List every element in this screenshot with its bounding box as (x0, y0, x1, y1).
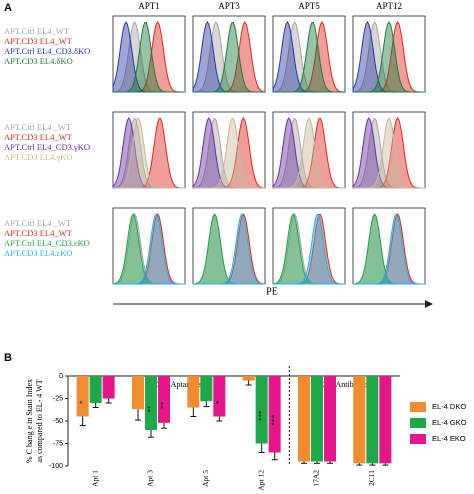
histogram-curve (113, 118, 185, 189)
histogram-curve (273, 22, 345, 93)
column-header: APT3 (218, 1, 240, 11)
histogram-curve (353, 117, 425, 189)
bar (76, 376, 89, 417)
significance: ** (160, 401, 168, 409)
group-label: CD3Aptamers (156, 380, 202, 389)
bar (311, 376, 323, 462)
legend-swatch (410, 402, 426, 412)
bar (268, 376, 281, 453)
bar (187, 376, 200, 408)
legend-entry: APT.CD3 EL4_WT (4, 228, 73, 238)
histogram-curve (113, 213, 185, 285)
bar (324, 376, 336, 462)
y-axis-label: % C hang e in Stain Index (25, 379, 34, 463)
column-header: APT1 (138, 1, 160, 11)
axis-label: PE (266, 286, 278, 297)
histogram-curve (193, 22, 265, 93)
bar (213, 376, 226, 417)
legend-entry: APT.Ctrl EL4 _WT (4, 218, 72, 228)
y-tick-label: -75 (53, 440, 63, 447)
bar (242, 376, 255, 381)
legend-entry: APT.Ctrl EL4_CD3.εKO (4, 238, 90, 248)
significance: * (215, 400, 223, 404)
significance: *** (270, 415, 278, 426)
bar (89, 376, 102, 403)
y-tick-label: 0 (59, 373, 63, 380)
histogram-curve (273, 117, 345, 189)
bar (200, 376, 213, 402)
bar (379, 376, 392, 464)
bar (353, 376, 366, 464)
legend-label: EL-4 EKO (432, 434, 466, 443)
x-tick-label: Apt 12 (256, 470, 265, 491)
legend-entry: APT.CD3 EL4_WT (4, 36, 73, 46)
bar (255, 376, 268, 444)
panel-label: A (4, 2, 12, 14)
column-header: APT12 (376, 1, 402, 11)
legend-label: EL-4 DKO (432, 402, 466, 411)
significance: ** (147, 405, 155, 413)
histogram-curve (113, 22, 185, 93)
bar (102, 376, 115, 399)
legend-entry: APT.CD3 EL4.γKO (4, 152, 73, 162)
legend-entry: APT.Ctrl EL4 _WT (4, 122, 72, 132)
legend-entry: APT.Ctrl EL4_CD3.δKO (4, 46, 90, 56)
significance: * (78, 400, 86, 404)
legend-swatch (410, 418, 426, 428)
x-tick-label: Apt 1 (90, 470, 99, 487)
legend-entry: APT.Ctrl EL4_WT (4, 26, 70, 36)
legend-entry: APT.Ctrl EL4_CD3.γKO (4, 142, 90, 152)
bar (145, 376, 157, 430)
x-tick-label: 17A2 (312, 470, 321, 487)
y-tick-label: -100 (49, 463, 63, 470)
histogram-curve (273, 213, 345, 285)
bar (366, 376, 379, 464)
significance: *** (257, 410, 265, 421)
legend-label: EL-4 GKO (432, 418, 467, 427)
histogram-curve (353, 21, 425, 93)
group-label: CD3 Antibodies (319, 380, 371, 389)
legend-entry: APT.CD3 EL4.εKO (4, 248, 72, 258)
legend-swatch (410, 434, 426, 444)
legend-entry: APT.CD3 EL4_WT (4, 132, 73, 142)
x-tick-label: 2C11 (367, 470, 376, 486)
bar (132, 376, 144, 410)
histogram-curve (353, 213, 425, 285)
bar (298, 376, 310, 462)
x-tick-label: Apt 3 (146, 470, 155, 487)
column-header: APT5 (298, 1, 320, 11)
x-tick-label: Apt 5 (201, 470, 210, 487)
bar (158, 376, 170, 423)
histogram-curve (193, 118, 265, 189)
histogram-curve (193, 213, 266, 285)
y-tick-label: -50 (53, 418, 63, 425)
panel-label: B (4, 352, 12, 364)
legend-entry: APT.CD3 EL4.δKO (4, 56, 73, 66)
y-axis-label: as compared to EL- 4 WT (35, 379, 44, 462)
y-tick-label: -25 (53, 395, 63, 402)
